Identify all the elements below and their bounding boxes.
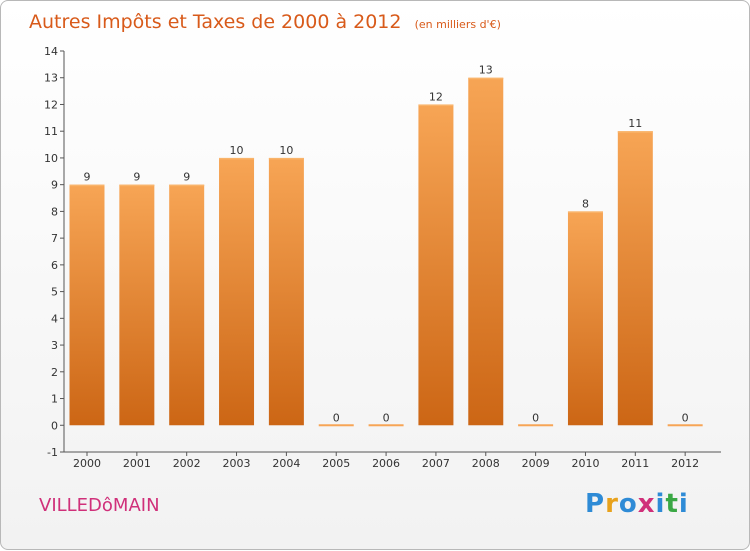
logo-letter: t: [665, 489, 679, 519]
chart-title-main: Autres Impôts et Taxes de 2000 à 2012: [29, 11, 402, 33]
x-tick-label-2011: 2011: [621, 457, 649, 470]
bar-top-2011: [617, 131, 653, 133]
data-label-2002: 9: [183, 171, 190, 184]
bar-top-2003: [219, 157, 255, 160]
bar-top-2010: [567, 211, 603, 213]
x-tick-label-2006: 2006: [372, 457, 400, 470]
data-label-2006: 0: [383, 411, 390, 424]
bar-2008: [468, 77, 504, 426]
logo-letter: o: [618, 489, 638, 519]
bar-top-2008: [468, 77, 504, 80]
bar-top-2001: [119, 184, 155, 187]
data-label-2001: 9: [133, 171, 140, 184]
x-tick-label-2008: 2008: [472, 457, 500, 470]
chart-subtitle: (en milliers d'€): [415, 18, 501, 31]
bar-top-2004: [268, 157, 304, 160]
logo-letter: P: [585, 489, 606, 519]
y-tick-label: 14: [44, 45, 58, 58]
bar-2000: [69, 184, 105, 426]
y-tick-label: 9: [51, 179, 58, 192]
x-tick-label-2012: 2012: [671, 457, 699, 470]
logo-letter: r: [605, 489, 619, 519]
commune-name: VILLEDôMAIN: [39, 495, 160, 516]
y-tick-label: 12: [44, 98, 58, 111]
x-tick-label-2000: 2000: [73, 457, 101, 470]
y-tick-label: 4: [51, 312, 58, 325]
y-tick-label: 7: [51, 232, 58, 245]
y-tick-label: 0: [51, 419, 58, 432]
data-label-2004: 10: [279, 144, 293, 157]
bars: [69, 77, 703, 427]
bar-2004: [268, 157, 304, 426]
y-tick-label: 5: [51, 286, 58, 299]
logo-letter: i: [655, 489, 666, 519]
bar-2012: [667, 424, 703, 427]
data-label-2007: 12: [429, 90, 443, 103]
bar-2011: [617, 131, 653, 426]
data-label-2005: 0: [333, 411, 340, 424]
bar-2007: [418, 104, 454, 426]
bar-top-2007: [418, 104, 454, 106]
x-tick-label-2005: 2005: [322, 457, 350, 470]
bar-2009: [518, 424, 554, 427]
data-label-2009: 0: [532, 411, 539, 424]
y-tick-label: 2: [51, 366, 58, 379]
y-tick-label: 11: [44, 125, 58, 138]
data-label-2010: 8: [582, 197, 589, 210]
bar-2003: [219, 157, 255, 426]
proxiti-logo[interactable]: Proxiti: [585, 489, 689, 519]
y-tick-label: 3: [51, 339, 58, 352]
bar-2006: [368, 424, 404, 427]
chart-title: Autres Impôts et Taxes de 2000 à 2012 (e…: [29, 11, 501, 33]
y-tick-label: -1: [47, 446, 58, 459]
y-tick-label: 10: [44, 152, 58, 165]
x-tick-label-2009: 2009: [522, 457, 550, 470]
x-tick-label-2002: 2002: [173, 457, 201, 470]
x-tick-label-2001: 2001: [123, 457, 151, 470]
data-label-2008: 13: [479, 64, 493, 77]
x-tick-label-2004: 2004: [272, 457, 300, 470]
bar-top-2000: [69, 184, 105, 187]
data-labels: 9 9 9 10 10 0 0 12 13 0 8 11 0: [84, 64, 689, 425]
bar-2005: [318, 424, 354, 427]
y-tick-label: 6: [51, 259, 58, 272]
y-tick-label: 1: [51, 393, 58, 406]
data-label-2012: 0: [682, 411, 689, 424]
data-label-2011: 11: [628, 117, 642, 130]
x-tick-label-2003: 2003: [223, 457, 251, 470]
bar-2002: [169, 184, 205, 426]
bar-top-2002: [169, 184, 205, 187]
x-tick-label-2010: 2010: [571, 457, 599, 470]
logo-letter: x: [637, 489, 656, 519]
bar-2010: [567, 211, 603, 426]
y-tick-label: 8: [51, 205, 58, 218]
x-tick-label-2007: 2007: [422, 457, 450, 470]
bar-2001: [119, 184, 155, 426]
data-label-2003: 10: [230, 144, 244, 157]
y-tick-label: 13: [44, 72, 58, 85]
data-label-2000: 9: [84, 171, 91, 184]
logo-letter: i: [678, 489, 689, 519]
